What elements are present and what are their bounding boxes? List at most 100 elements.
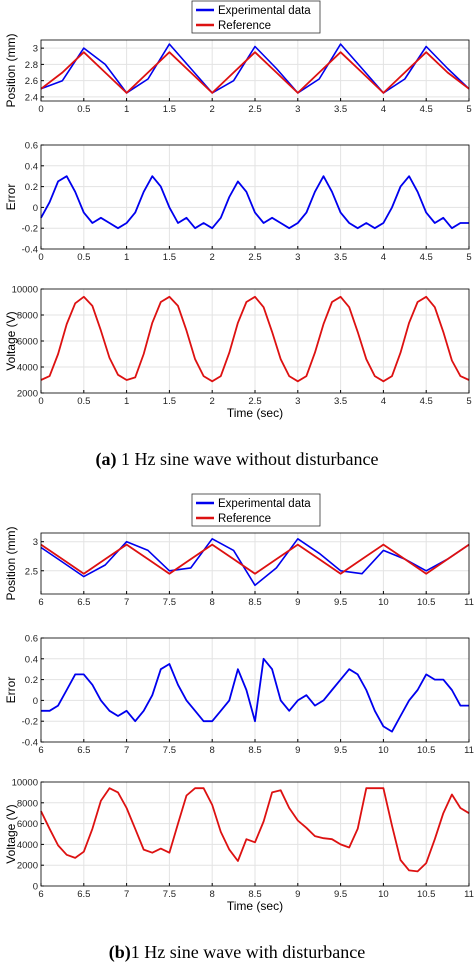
x-tick-label: 3 [295, 104, 300, 115]
x-tick-label: 4.5 [420, 104, 433, 115]
plot-a-error: 0 0.5 1 1.5 2 2.5 3 3.5 4 4.5 5 -0.4 -0.2 0 0.2 0.4 0.6 E… [4, 141, 472, 264]
x-tick-label: 2 [210, 104, 215, 115]
x-tick-label: 7.5 [163, 745, 176, 756]
legend-label-reference: Reference [218, 513, 271, 525]
x-tick-label: 3.5 [334, 396, 347, 407]
y-tick-label: 6000 [17, 337, 38, 348]
y-tick-label: -0.2 [22, 224, 38, 235]
x-tick-label: 9.5 [334, 889, 347, 900]
x-tick-label: 0 [38, 396, 43, 407]
legend-b: Experimental data Reference [191, 493, 321, 527]
x-tick-label: 5 [466, 104, 471, 115]
x-tick-label: 9 [295, 597, 300, 608]
y-tick-label: 0.2 [25, 182, 38, 193]
x-tick-label: 5 [466, 396, 471, 407]
y-tick-label: 0 [33, 882, 38, 893]
caption-a: (a) 1 Hz sine wave without disturbance [0, 449, 474, 470]
y-tick-label: 8000 [17, 311, 38, 322]
legend-box [191, 493, 321, 527]
y-tick-label: 0 [33, 203, 38, 214]
plot-a-position: 0 0.5 1 1.5 2 2.5 3 3.5 4 4.5 5 2.4 2.6 2.8 3 Position … [4, 33, 472, 115]
x-tick-label: 1.5 [163, 104, 176, 115]
y-tick-label: 4000 [17, 840, 38, 851]
x-tick-label: 8 [210, 745, 215, 756]
x-tick-label: 0.5 [77, 396, 90, 407]
y-axis-label: Voltage (V) [4, 804, 18, 863]
x-tick-label: 1.5 [163, 252, 176, 263]
y-tick-label: 2.4 [25, 92, 38, 103]
x-tick-label: 2 [210, 252, 215, 263]
x-tick-label: 6 [38, 889, 43, 900]
plot-frame [40, 288, 470, 394]
y-tick-label: -0.4 [22, 738, 38, 749]
y-axis-label: Voltage (V) [4, 311, 18, 370]
y-tick-label: -0.4 [22, 245, 38, 256]
x-tick-label: 1.5 [163, 396, 176, 407]
x-tick-label: 9 [295, 745, 300, 756]
plot-frame [40, 39, 470, 102]
plot-b-error: 6 6.5 7 7.5 8 8.5 9 9.5 10 10.5 11 -0.4 -0.2 0 0.2 0.4 0… [4, 634, 474, 757]
y-tick-label: 10000 [12, 285, 38, 296]
x-tick-label: 7 [124, 745, 129, 756]
x-tick-label: 7 [124, 889, 129, 900]
y-tick-label: 0 [33, 696, 38, 707]
legend-label-experimental: Experimental data [218, 5, 311, 17]
y-tick-label: 3 [33, 44, 38, 55]
x-tick-label: 0.5 [77, 104, 90, 115]
x-tick-label: 10.5 [417, 889, 436, 900]
x-tick-label: 2.5 [248, 104, 261, 115]
x-tick-label: 0 [38, 252, 43, 263]
x-tick-label: 10.5 [417, 597, 436, 608]
y-tick-label: 2000 [17, 389, 38, 400]
x-tick-label: 4.5 [420, 396, 433, 407]
x-tick-label: 8.5 [248, 889, 261, 900]
y-axis-label: Error [4, 184, 18, 211]
y-tick-label: 8000 [17, 798, 38, 809]
x-tick-label: 8.5 [248, 745, 261, 756]
x-tick-label: 6.5 [77, 889, 90, 900]
legend-label-reference: Reference [218, 20, 271, 32]
x-tick-label: 6.5 [77, 745, 90, 756]
series-line-reference [40, 543, 470, 575]
x-tick-label: 7.5 [163, 889, 176, 900]
series-line-experimental-data [40, 43, 470, 94]
x-tick-label: 10 [378, 889, 389, 900]
x-tick-label: 6 [38, 745, 43, 756]
y-axis-label: Position (mm) [4, 526, 18, 600]
x-tick-label: 11 [464, 745, 474, 756]
x-tick-label: 0.5 [77, 252, 90, 263]
x-tick-label: 1 [124, 396, 129, 407]
x-tick-label: 2 [210, 396, 215, 407]
x-tick-label: 10 [378, 745, 389, 756]
x-tick-label: 6 [38, 597, 43, 608]
x-tick-label: 2.5 [248, 252, 261, 263]
x-tick-label: 7.5 [163, 597, 176, 608]
plot-frame [40, 781, 470, 887]
legend-label-experimental: Experimental data [218, 498, 311, 510]
y-tick-label: 2.6 [25, 76, 38, 87]
y-tick-label: 0.4 [25, 161, 38, 172]
caption-a-label: (a) [95, 449, 117, 469]
y-tick-label: 0.6 [25, 634, 38, 645]
x-tick-label: 9 [295, 889, 300, 900]
y-tick-label: 2000 [17, 861, 38, 872]
x-tick-label: 4 [381, 396, 386, 407]
y-tick-label: 2.8 [25, 60, 38, 71]
x-tick-label: 7 [124, 597, 129, 608]
plot-b-position: 6 6.5 7 7.5 8 8.5 9 9.5 10 10.5 11 2.5 3 Position (mm… [4, 526, 474, 608]
x-tick-label: 11 [464, 889, 474, 900]
series-line-voltage [40, 295, 470, 383]
x-tick-label: 3 [295, 252, 300, 263]
x-tick-label: 8 [210, 889, 215, 900]
caption-a-text: 1 Hz sine wave without disturbance [116, 449, 379, 469]
y-tick-label: 2.5 [25, 566, 38, 577]
y-tick-label: 4000 [17, 363, 38, 374]
y-tick-label: -0.2 [22, 717, 38, 728]
y-tick-label: 0.6 [25, 141, 38, 152]
x-tick-label: 10.5 [417, 745, 436, 756]
plot-frame [40, 144, 470, 250]
y-axis-label: Error [4, 677, 18, 704]
y-tick-label: 0.2 [25, 675, 38, 686]
y-tick-label: 3 [33, 537, 38, 548]
